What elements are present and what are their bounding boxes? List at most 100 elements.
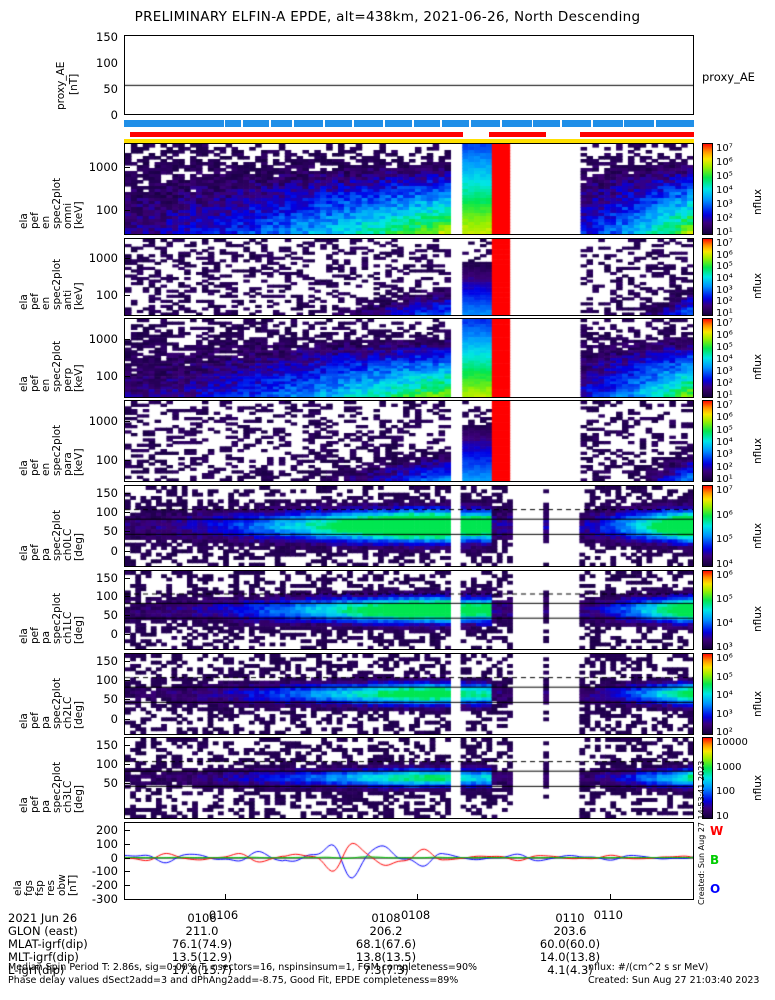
tickmark-en-anti-0 (124, 258, 130, 260)
spectrogram-pa-ch1LC (125, 571, 693, 649)
footer-cell-3-1: 13.8(13.5) (355, 950, 417, 964)
x-tickmark-2 (609, 894, 611, 900)
proxy-ytick-2: 50 (103, 82, 118, 96)
status-bar-blue (593, 120, 623, 127)
tickmark-pa-ch2LC-1 (124, 680, 130, 682)
colorbar-tick-pa-ch1LC-2: 10⁴ (716, 618, 733, 629)
tickmark-pa-ch2LC-2 (124, 698, 130, 700)
ytick-pa-ch2LC-1: 100 (96, 673, 118, 688)
status-bar-blue (353, 120, 384, 127)
colorbar-tick-en-anti-2: 10⁵ (716, 261, 733, 273)
colorbar-tick-en-perp-2: 10⁵ (716, 342, 733, 353)
colorbar-tick-en-anti-3: 10⁴ (716, 273, 733, 284)
tickmark-pa-ch2LC-3 (124, 718, 130, 720)
fgm-ylabel-line5: [nT] (67, 874, 79, 896)
colorbar-label-en-omni: nflux (752, 188, 764, 215)
ytick-pa-ch2LC-0: 150 (96, 654, 118, 669)
tickmark-pa-ch0LC-2 (124, 530, 130, 532)
colorbar-tick-pa-ch2LC-4: 10² (716, 727, 733, 738)
colorbar-pa-ch1LC (702, 570, 713, 650)
status-bar-red (580, 132, 694, 137)
spectrogram-pa-ch2LC (125, 654, 693, 734)
footer-row-label-0: 2021 Jun 26 (8, 911, 78, 925)
colorbar-tick-pa-ch2LC-1: 10⁵ (716, 671, 733, 683)
tickmark-pa-ch0LC-3 (124, 550, 130, 552)
colorbar-tick-en-omni-5: 10² (716, 213, 733, 224)
fgm-tickmark-5 (124, 899, 130, 900)
ytick-pa-ch0LC-2: 50 (103, 523, 118, 538)
ytick-pa-ch0LC-0: 150 (96, 486, 118, 501)
ytick-en-perp-1: 100 (96, 369, 118, 384)
footer-cell-4-1: 7.3(7.3) (363, 963, 409, 977)
ytick-pa-ch1LC-0: 150 (96, 571, 118, 585)
fgm-ytick-0: 200 (96, 822, 118, 837)
colorbar-tick-pa-ch0LC-3: 10⁴ (716, 559, 733, 570)
colorbar-label-pa-ch2LC: nflux (752, 690, 764, 717)
fgm-tickmark-1 (124, 843, 130, 845)
fgm-tickmark-3 (124, 871, 130, 873)
fgm-ytick-1: 100 (96, 836, 118, 851)
status-bar-blue (385, 120, 412, 127)
colorbar-tick-en-perp-0: 10⁷ (716, 318, 733, 329)
fgm-ytick-3: -100 (91, 864, 118, 879)
footer-created-stamp: Created: Sun Aug 27 21:03:40 2023 (588, 975, 760, 986)
status-bar-blue (413, 120, 441, 127)
status-bar-blue (624, 120, 655, 127)
colorbar-tick-en-anti-1: 10⁶ (716, 249, 733, 261)
status-bar-blue (501, 120, 532, 127)
colorbar-tick-en-anti-6: 10¹ (716, 308, 733, 319)
colorbar-tick-en-omni-2: 10⁵ (716, 171, 733, 182)
colorbar-tick-pa-ch2LC-0: 10⁶ (716, 653, 733, 664)
colorbar-tick-en-anti-5: 10² (716, 296, 733, 308)
spectrogram-en-anti (125, 239, 693, 315)
tickmark-en-anti-1 (124, 294, 130, 296)
status-bar-blue (325, 120, 352, 127)
footer-row-label-4: L-igrf(dip) (8, 963, 65, 977)
footer-cell-0-2: 0110 (555, 911, 585, 925)
page-title: PRELIMINARY ELFIN-A EPDE, alt=438km, 202… (134, 9, 641, 25)
spectrogram-en-omni (125, 144, 693, 234)
footer-cell-3-2: 14.0(13.8) (539, 950, 601, 964)
colorbar-label-pa-ch0LC: nflux (752, 522, 764, 549)
colorbar-tick-en-perp-1: 10⁶ (716, 330, 733, 341)
ytick-en-omni-0: 1000 (88, 159, 118, 174)
colorbar-tick-en-para-5: 10² (716, 461, 733, 473)
tickmark-en-para-1 (124, 459, 130, 461)
tickmark-pa-ch0LC-0 (124, 493, 130, 495)
tickmark-en-omni-0 (124, 166, 130, 168)
colorbar-tick-en-anti-4: 10³ (716, 284, 733, 296)
ytick-pa-ch1LC-3: 0 (110, 627, 118, 641)
footer-note-line2: Phase delay values dSect2add=3 and dPhAn… (8, 975, 459, 986)
ytick-en-omni-1: 100 (96, 203, 118, 218)
fgm-residual-trace (125, 823, 693, 899)
colorbar-tick-en-omni-0: 10⁷ (716, 143, 733, 154)
colorbar-pa-ch0LC (702, 485, 713, 567)
status-bar-blue (271, 120, 293, 127)
colorbar-tick-pa-ch3LC-1: 1000 (716, 761, 742, 773)
spectrogram-pa-ch0LC (125, 486, 693, 566)
colorbar-tick-en-perp-6: 10¹ (716, 390, 733, 401)
footer-cell-3-0: 13.5(12.9) (171, 950, 233, 964)
fgm-ytick-4: -200 (91, 878, 118, 893)
footer-row-label-3: MLT-igrf(dip) (8, 950, 79, 964)
status-bar-blue (470, 120, 501, 127)
tickmark-en-omni-1 (124, 210, 130, 212)
proxy-ae-right-label: proxy_AE (702, 70, 755, 84)
footer-cell-4-0: 17.6(15.7) (171, 963, 233, 977)
tickmark-pa-ch1LC-0 (124, 578, 130, 579)
status-bar-yellow (124, 139, 694, 143)
tickmark-pa-ch3LC-2 (124, 782, 130, 784)
proxy-ytick-0: 150 (96, 30, 118, 44)
ytick-pa-ch3LC-0: 150 (96, 738, 118, 753)
ytick-pa-ch0LC-3: 0 (110, 543, 118, 558)
colorbar-tick-en-omni-6: 10¹ (716, 227, 733, 238)
footer-row-label-2: MLAT-igrf(dip) (8, 937, 88, 951)
status-bar-blue (242, 120, 270, 127)
x-tickmark-1 (416, 894, 418, 900)
colorbar-en-anti (702, 238, 713, 316)
proxy-ae-trace (125, 36, 693, 114)
tickmark-pa-ch1LC-2 (124, 614, 130, 616)
tickmark-pa-ch1LC-1 (124, 596, 130, 598)
colorbar-tick-pa-ch0LC-0: 10⁷ (716, 485, 733, 496)
colorbar-tick-en-para-4: 10³ (716, 449, 733, 461)
